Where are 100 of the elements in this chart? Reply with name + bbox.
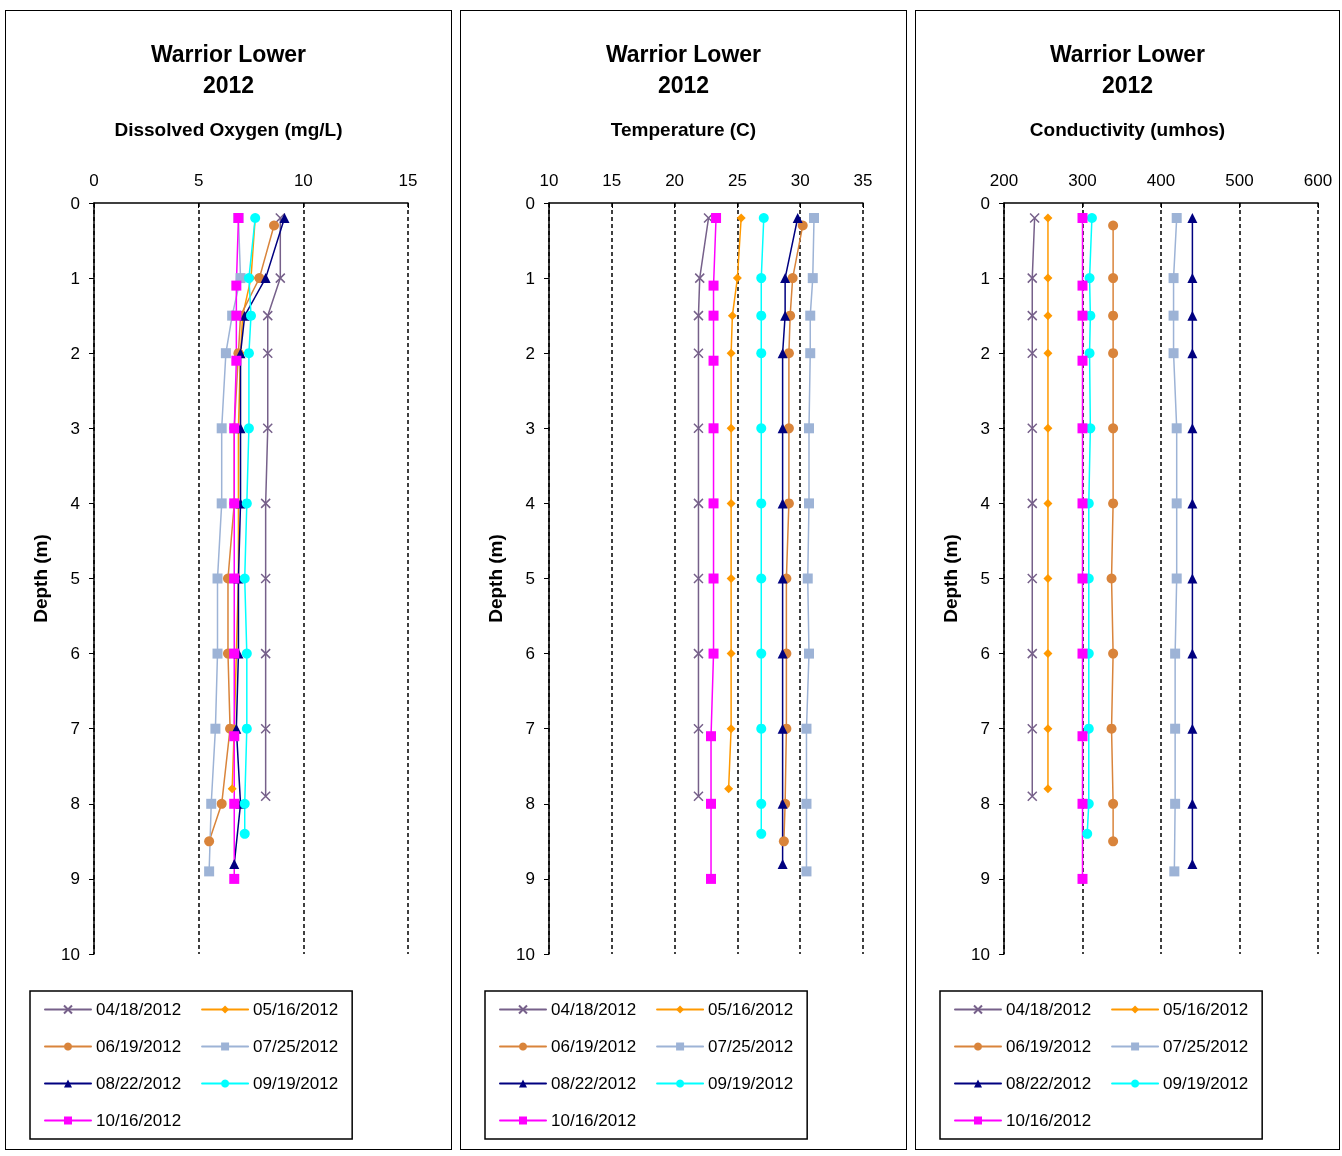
y-axis-title: Depth (m) — [940, 534, 962, 623]
y-tick-label: 3 — [525, 418, 535, 438]
point — [1187, 573, 1198, 584]
point — [1187, 648, 1198, 659]
y-tick-label: 0 — [980, 193, 990, 213]
y-tick-label: 4 — [70, 493, 80, 513]
point — [1187, 273, 1198, 284]
point — [1106, 723, 1117, 734]
point — [708, 498, 719, 509]
x-tick-label: 200 — [989, 171, 1019, 190]
point — [1084, 273, 1095, 284]
point — [239, 828, 250, 839]
point — [693, 723, 704, 734]
point — [777, 648, 788, 659]
point — [778, 836, 789, 847]
point — [1187, 213, 1198, 224]
y-tick-label: 6 — [70, 644, 80, 664]
point — [275, 272, 286, 284]
point — [243, 348, 254, 359]
point — [706, 731, 717, 742]
point — [1077, 798, 1088, 809]
y-tick-label: 5 — [70, 569, 80, 588]
point — [777, 498, 788, 509]
point — [1043, 273, 1053, 283]
y-tick-label: 0 — [525, 193, 535, 213]
point — [231, 355, 242, 366]
point — [1027, 648, 1038, 659]
x-tick-label: 20 — [665, 171, 685, 190]
point — [260, 573, 271, 584]
point — [279, 213, 290, 224]
point — [1027, 310, 1038, 321]
chart-subtitle: Temperature (C) — [610, 119, 757, 140]
point — [780, 273, 791, 284]
chart-title: Warrior Lower 2012 — [1049, 40, 1206, 98]
point — [1077, 573, 1088, 584]
point — [708, 310, 719, 321]
point — [1027, 272, 1038, 284]
legend-label: 08/22/2012 — [1006, 1074, 1092, 1093]
legend-label: 09/19/2012 — [708, 1074, 794, 1093]
point — [229, 731, 240, 742]
y-tick-label: 10 — [516, 944, 535, 964]
legend-label: 04/18/2012 — [96, 1000, 182, 1019]
point — [1027, 791, 1038, 802]
y-tick-label: 7 — [525, 719, 535, 739]
point — [1108, 498, 1119, 509]
point — [1077, 731, 1088, 742]
point — [229, 573, 240, 584]
chart-title: Warrior Lower 2012 — [150, 40, 307, 98]
point — [1077, 423, 1088, 434]
y-tick-label: 9 — [525, 869, 535, 889]
legend-label: 10/16/2012 — [1006, 1111, 1092, 1130]
point — [706, 798, 717, 809]
point — [210, 723, 221, 734]
point — [805, 310, 816, 321]
point — [1108, 798, 1119, 809]
point — [756, 348, 767, 359]
point — [1170, 723, 1181, 734]
point — [1168, 273, 1179, 284]
point — [1043, 574, 1053, 583]
point — [1043, 311, 1053, 321]
y-axis-title: Depth (m) — [485, 534, 507, 623]
point — [1108, 310, 1119, 321]
x-tick-label: 600 — [1303, 171, 1333, 190]
legend-label: 09/19/2012 — [253, 1074, 339, 1093]
point — [1108, 836, 1119, 847]
legend-label: 06/19/2012 — [1006, 1037, 1092, 1056]
point — [726, 348, 736, 358]
point — [260, 791, 271, 802]
y-tick-label: 3 — [70, 418, 80, 438]
point — [726, 423, 736, 433]
point — [231, 280, 242, 291]
x-tick-label: 10 — [539, 171, 559, 190]
point — [1169, 866, 1180, 877]
point — [708, 355, 719, 366]
legend-label: 07/25/2012 — [708, 1037, 794, 1056]
point — [1077, 648, 1088, 659]
point — [756, 573, 767, 584]
point — [1168, 348, 1179, 359]
point — [1086, 213, 1097, 224]
point — [260, 648, 271, 659]
y-tick-label: 5 — [980, 569, 990, 588]
legend-label: 06/19/2012 — [551, 1037, 637, 1056]
point — [803, 423, 814, 434]
point — [216, 498, 227, 509]
x-tick-label: 30 — [790, 171, 810, 190]
point — [780, 310, 791, 321]
point — [783, 423, 794, 434]
point — [1043, 348, 1053, 358]
point — [1077, 498, 1088, 509]
x-tick-label: 35 — [853, 171, 873, 190]
point — [216, 423, 227, 434]
point — [229, 798, 240, 809]
point — [239, 573, 250, 584]
y-tick-label: 1 — [70, 268, 80, 288]
point — [239, 798, 250, 809]
y-tick-label: 8 — [525, 794, 535, 814]
point — [262, 310, 273, 321]
point — [1108, 348, 1119, 359]
point — [756, 798, 767, 809]
point — [807, 273, 818, 284]
